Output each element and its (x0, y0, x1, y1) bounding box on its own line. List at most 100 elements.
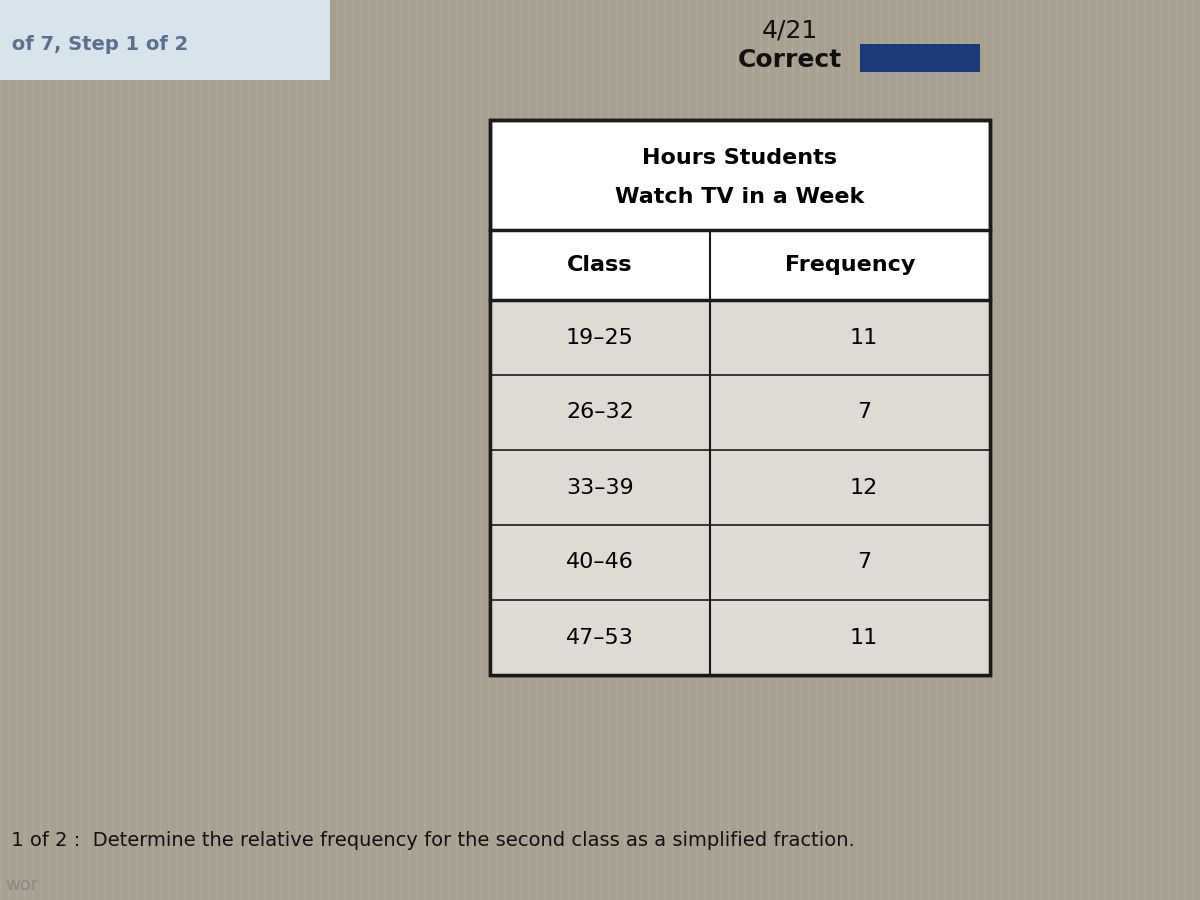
Bar (408, 0, 410, 900)
Bar (624, 0, 626, 900)
Bar (4, 0, 6, 900)
Bar (1160, 0, 1162, 900)
Bar (488, 0, 490, 900)
Bar (700, 0, 702, 900)
Bar (152, 0, 154, 900)
Bar (672, 0, 674, 900)
Bar (324, 0, 326, 900)
Bar (1116, 0, 1118, 900)
Bar (1024, 0, 1026, 900)
Bar (960, 0, 962, 900)
Bar (1196, 0, 1198, 900)
Bar (920, 0, 922, 900)
Bar (572, 0, 574, 900)
Bar (308, 0, 310, 900)
Bar (796, 0, 798, 900)
Bar (996, 0, 998, 900)
Bar (1152, 0, 1154, 900)
Bar (432, 0, 434, 900)
Bar (956, 0, 958, 900)
Bar (490, 300, 990, 375)
Bar (636, 0, 638, 900)
Bar (36, 0, 38, 900)
Bar (1176, 0, 1178, 900)
Bar (592, 0, 594, 900)
Bar (380, 0, 382, 900)
Bar (348, 0, 350, 900)
Bar (680, 0, 682, 900)
Bar (1028, 0, 1030, 900)
Bar (544, 0, 546, 900)
Bar (1040, 0, 1042, 900)
Bar (420, 0, 422, 900)
Bar (784, 0, 786, 900)
Bar (1112, 0, 1114, 900)
Bar (476, 0, 478, 900)
Bar (916, 0, 918, 900)
Bar (772, 0, 774, 900)
Bar (204, 0, 206, 900)
Bar (712, 0, 714, 900)
Bar (688, 0, 690, 900)
Bar (564, 0, 566, 900)
Bar (896, 0, 898, 900)
Bar (428, 0, 430, 900)
Bar (708, 0, 710, 900)
Bar (172, 0, 174, 900)
Bar (532, 0, 534, 900)
Bar (312, 0, 314, 900)
Bar (1124, 0, 1126, 900)
Bar (224, 0, 226, 900)
Bar (148, 0, 150, 900)
Bar (268, 0, 270, 900)
Bar (880, 0, 882, 900)
Bar (240, 0, 242, 900)
Bar (1148, 0, 1150, 900)
Bar (180, 0, 182, 900)
Bar (924, 0, 926, 900)
Bar (740, 0, 742, 900)
Bar (528, 0, 530, 900)
Bar (604, 0, 606, 900)
Bar (136, 0, 138, 900)
Bar (676, 0, 678, 900)
Bar (456, 0, 458, 900)
Bar (356, 0, 358, 900)
Bar (288, 0, 290, 900)
Bar (1156, 0, 1158, 900)
Bar (716, 0, 718, 900)
Bar (212, 0, 214, 900)
Bar (804, 0, 806, 900)
Bar (52, 0, 54, 900)
Bar (1076, 0, 1078, 900)
Bar (264, 0, 266, 900)
Bar (844, 0, 846, 900)
Bar (480, 0, 482, 900)
Bar (664, 0, 666, 900)
Bar (552, 0, 554, 900)
Bar (720, 0, 722, 900)
Bar (260, 0, 262, 900)
Bar (472, 0, 474, 900)
Bar (648, 0, 650, 900)
Bar (1068, 0, 1070, 900)
Bar (484, 0, 486, 900)
Bar (512, 0, 514, 900)
Text: 26–32: 26–32 (566, 402, 634, 422)
Text: 1 of 2 :  Determine the relative frequency for the second class as a simplified : 1 of 2 : Determine the relative frequenc… (5, 831, 854, 850)
Bar (840, 0, 842, 900)
Bar (100, 0, 102, 900)
Bar (696, 0, 698, 900)
Bar (684, 0, 686, 900)
Bar (536, 0, 538, 900)
Text: 4/21: 4/21 (762, 18, 818, 42)
Bar (84, 0, 86, 900)
Bar (276, 0, 278, 900)
Bar (192, 0, 194, 900)
Bar (952, 0, 954, 900)
Bar (736, 0, 738, 900)
Bar (948, 0, 950, 900)
Bar (964, 0, 966, 900)
Bar (724, 0, 726, 900)
Bar (1004, 0, 1006, 900)
